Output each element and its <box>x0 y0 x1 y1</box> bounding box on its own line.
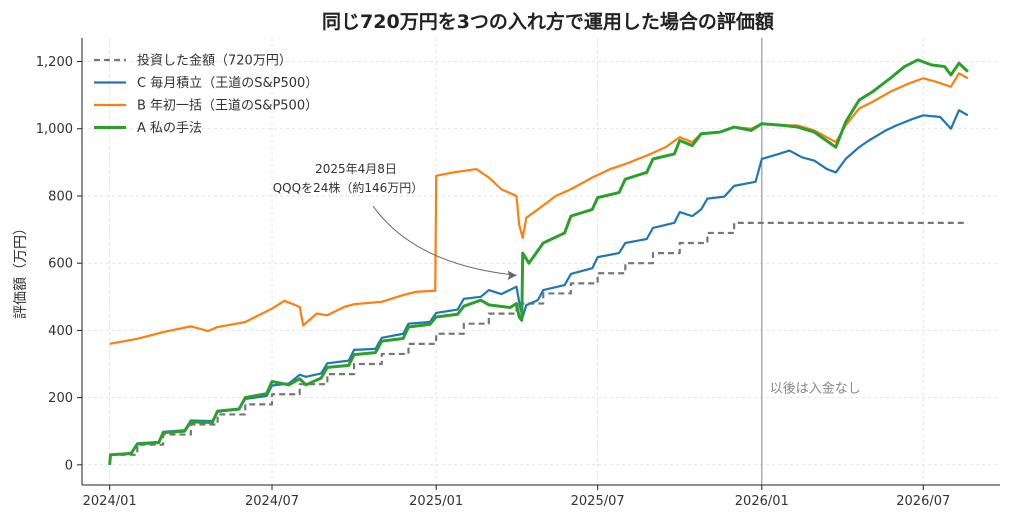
legend-label-2: B 年初一括（王道のS&P500） <box>137 99 318 114</box>
legend-label-1: C 毎月積立（王道のS&P500） <box>137 75 318 91</box>
annotation-arrowhead <box>507 270 517 281</box>
axes: 0 200 400 600 800 1,000 1,200 2024/01 2024/07 202… <box>36 38 1000 509</box>
vline-label: 以後は入金なし <box>770 380 861 396</box>
y-tick-label: 800 <box>48 189 73 204</box>
y-tick-label: 0 <box>65 458 73 473</box>
legend-label-0: 投資した金額（720万円） <box>137 53 292 69</box>
y-tick-label: 200 <box>48 391 73 406</box>
x-tick-label: 2025/07 <box>571 494 625 509</box>
x-tick-label: 2025/01 <box>409 494 463 509</box>
x-tick-label: 2024/01 <box>83 494 137 509</box>
annotation-date: 2025年4月8日 <box>315 162 397 176</box>
x-tick-label: 2026/07 <box>896 494 950 509</box>
annotation-detail: QQQを24株（約146万円） <box>273 180 424 195</box>
annotation-arrow <box>372 205 517 276</box>
y-tick-label: 1,000 <box>36 122 73 137</box>
y-tick-label: 400 <box>48 324 73 339</box>
legend-label-3: A 私の手法 <box>137 121 202 136</box>
series-line-3 <box>108 58 969 465</box>
series-line-1 <box>109 109 969 456</box>
reference-line: 以後は入金なし <box>761 38 861 485</box>
y-tick-label: 1,200 <box>36 55 73 70</box>
x-tick-label: 2024/07 <box>245 494 299 509</box>
legend: 投資した金額（720万円） C 毎月積立（王道のS&P500） B 年初一括（王道の… <box>94 53 318 136</box>
series-lines <box>108 58 969 465</box>
chart-title: 同じ720万円を3つの入れ方で運用した場合の評価額 <box>322 10 774 33</box>
y-axis-label: 評価額（万円） <box>13 221 29 319</box>
annotation: 2025年4月8日 QQQを24株（約146万円） <box>273 162 517 281</box>
y-tick-label: 600 <box>48 257 73 272</box>
series-line-0 <box>109 221 968 456</box>
x-tick-label: 2026/01 <box>735 494 789 509</box>
